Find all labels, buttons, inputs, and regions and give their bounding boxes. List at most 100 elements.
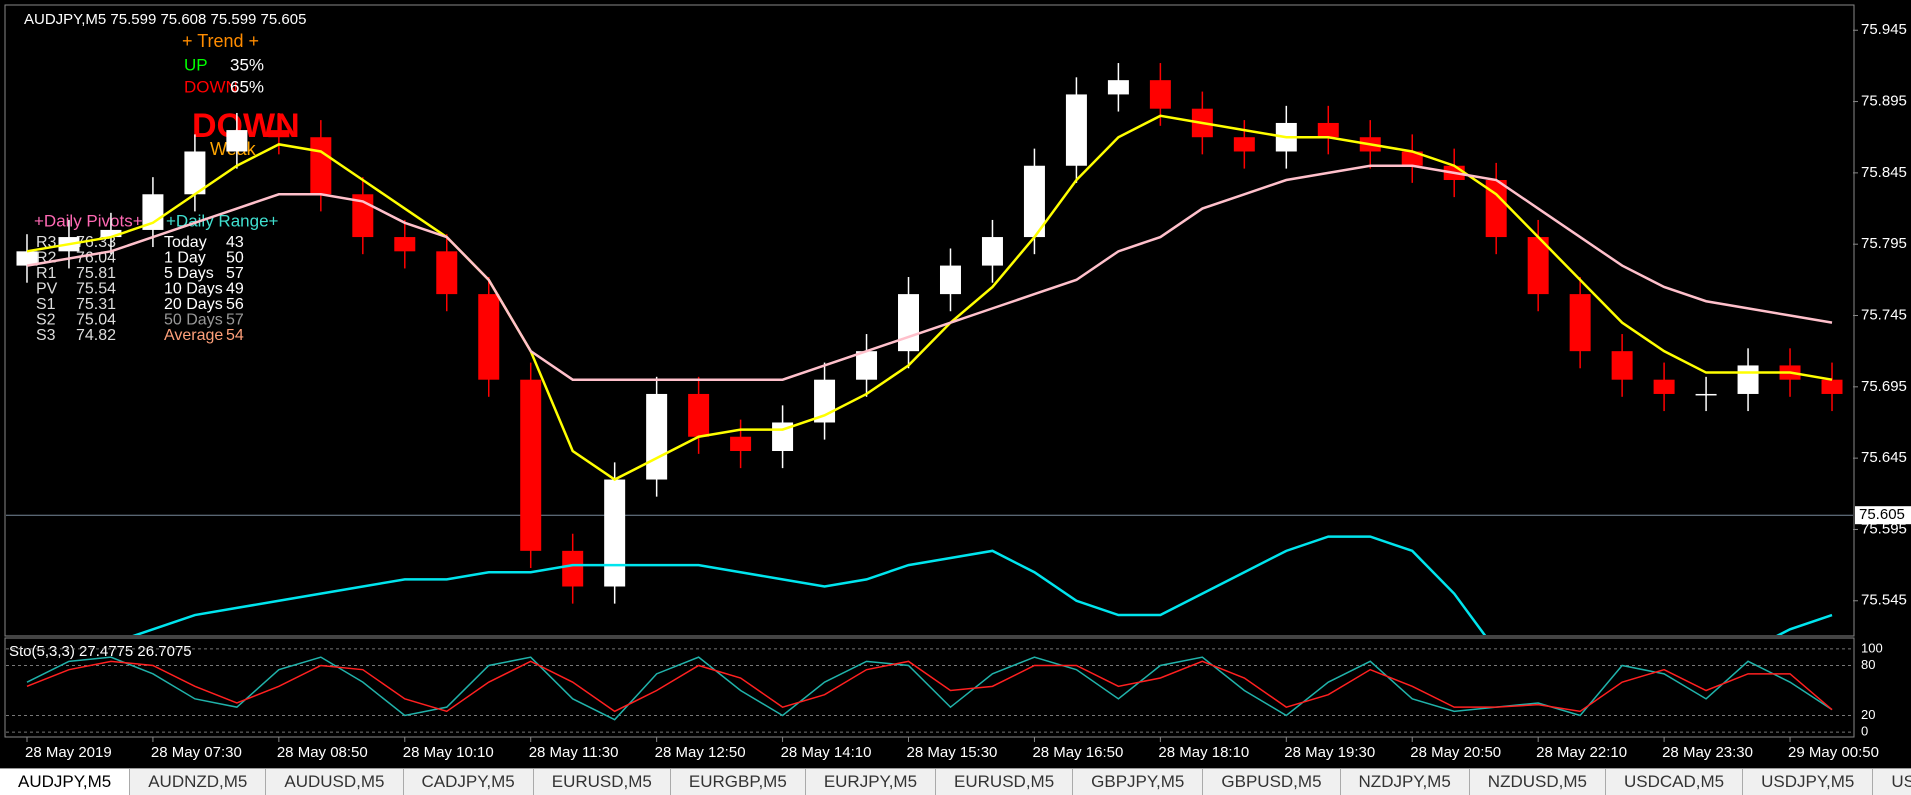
range-name: 50 Days (164, 312, 223, 329)
y-tick-label: 75.745 (1861, 306, 1907, 323)
candle-body (856, 351, 878, 380)
x-tick-label: 28 May 07:30 (151, 744, 242, 761)
candle-body (939, 265, 961, 295)
symbol-tab[interactable]: USDCH (1873, 769, 1911, 795)
pivot-value: 75.54 (76, 281, 116, 298)
x-tick-label: 28 May 15:30 (907, 744, 998, 761)
candle-body (1611, 351, 1633, 380)
main-frame (4, 4, 1855, 637)
indicator-line (132, 535, 1833, 635)
x-tick-label: 28 May 10:10 (403, 744, 494, 761)
y-tick-label: 75.545 (1861, 592, 1907, 609)
price-label: 75.605 (1859, 506, 1905, 523)
candle-body (142, 194, 164, 230)
candle-body (646, 393, 668, 480)
candle-body (562, 550, 584, 587)
candle-body (1401, 151, 1423, 166)
symbol-tab[interactable]: EURJPY,M5 (806, 769, 937, 795)
candle-body (436, 251, 458, 295)
candle-body (478, 294, 500, 380)
x-tick-label: 28 May 11:30 (529, 744, 619, 761)
x-tick-label: 28 May 20:50 (1410, 744, 1501, 761)
plot-area (6, 63, 1853, 635)
candle-body (1737, 365, 1759, 394)
range-value: 56 (226, 296, 244, 313)
x-tick-label: 28 May 23:30 (1662, 744, 1753, 761)
symbol-tab[interactable]: EURGBP,M5 (671, 769, 806, 795)
x-tick-label: 28 May 14:10 (781, 744, 872, 761)
range-name: 10 Days (164, 281, 223, 298)
up-label: UP (184, 55, 208, 74)
range-value: 54 (226, 327, 244, 344)
candle-body (1821, 379, 1843, 394)
pivot-value: 75.31 (76, 296, 116, 313)
x-tick-label: 28 May 2019 (25, 744, 112, 761)
candle-body (310, 137, 332, 195)
pivot-value: 76.04 (76, 250, 116, 267)
candle-body (898, 294, 920, 352)
x-tick-label: 28 May 08:50 (277, 744, 368, 761)
x-tick-label: 28 May 12:50 (655, 744, 746, 761)
symbol-tab[interactable]: EURUSD,M5 (936, 769, 1074, 795)
pivots-title: +Daily Pivots+ (34, 211, 143, 230)
y-tick-label: 75.795 (1861, 235, 1907, 252)
symbol-tab[interactable]: NZDJPY,M5 (1341, 769, 1470, 795)
stoch-tick-label: 80 (1861, 657, 1875, 672)
candle-body (1233, 137, 1255, 152)
candle-body (1149, 80, 1171, 109)
x-tick-label: 28 May 16:50 (1032, 744, 1123, 761)
candle-body (394, 237, 416, 252)
y-tick-label: 75.945 (1861, 21, 1907, 38)
stoch-frame (4, 637, 1855, 738)
candle-body (730, 436, 752, 452)
stoch-line (26, 660, 1833, 713)
candle-body (1107, 80, 1129, 95)
pivot-name: PV (36, 281, 58, 298)
indicator-line (26, 164, 1833, 381)
y-tick-label: 75.595 (1861, 520, 1907, 537)
candle-body (268, 130, 290, 138)
range-name: 20 Days (164, 296, 223, 313)
candle-body (100, 229, 122, 238)
symbol-tab[interactable]: AUDJPY,M5 (0, 769, 131, 795)
stoch-label: Sto(5,3,3) 27.4775 26.7075 (9, 643, 192, 660)
range-value: 57 (226, 312, 244, 329)
down-label: DOWN (184, 77, 238, 96)
y-tick-label: 75.895 (1861, 93, 1907, 110)
range-name: Average (164, 327, 223, 344)
range-name: 5 Days (164, 265, 214, 282)
pivot-name: S1 (36, 296, 56, 313)
stoch-tick-label: 100 (1861, 640, 1883, 655)
candle-body (1023, 165, 1045, 238)
candle-body (981, 237, 1003, 266)
down-value: 65% (230, 77, 264, 96)
symbol-tab[interactable]: AUDUSD,M5 (266, 769, 404, 795)
symbol-tab[interactable]: GBPJPY,M5 (1073, 769, 1204, 795)
candle-body (688, 393, 710, 437)
pivot-value: 75.04 (76, 312, 116, 329)
symbol-tab[interactable]: USDCAD,M5 (1606, 769, 1744, 795)
candle-body (1653, 379, 1675, 394)
candle-body (1569, 294, 1591, 352)
symbol-tab[interactable]: NZDUSD,M5 (1470, 769, 1606, 795)
candle-body (16, 251, 38, 266)
price-box (1855, 506, 1911, 525)
range-title: +Daily Range+ (166, 211, 279, 230)
candle-body (1485, 180, 1507, 238)
range-value: 49 (226, 281, 244, 298)
candle-body (1527, 237, 1549, 295)
range-name: 1 Day (164, 250, 206, 267)
stoch-line (26, 656, 1833, 721)
indicator-line (26, 114, 1833, 481)
symbol-tab[interactable]: CADJPY,M5 (404, 769, 534, 795)
candle-body (226, 130, 248, 152)
candle-body (1065, 94, 1087, 166)
symbol-tab[interactable]: GBPUSD,M5 (1203, 769, 1341, 795)
symbol-tab[interactable]: EURUSD,M5 (534, 769, 671, 795)
candle-body (520, 379, 542, 551)
pivot-name: R1 (36, 265, 57, 282)
symbol-tab[interactable]: USDJPY,M5 (1743, 769, 1874, 795)
x-tick-label: 28 May 18:10 (1158, 744, 1249, 761)
symbol-tab[interactable]: AUDNZD,M5 (130, 769, 267, 795)
